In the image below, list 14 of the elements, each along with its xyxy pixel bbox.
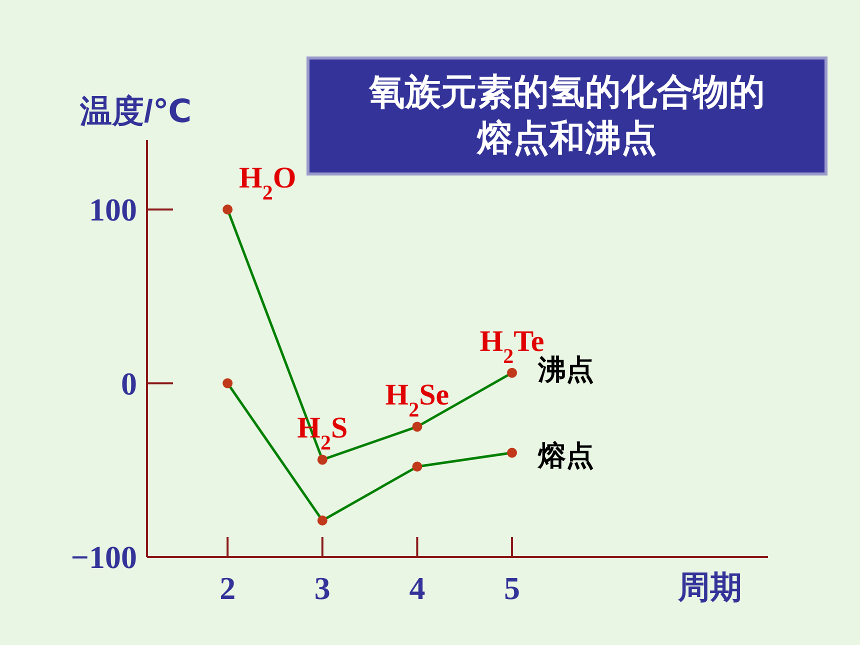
- x-axis-title: 周期: [677, 569, 742, 605]
- y-tick-label: 100: [89, 192, 137, 228]
- x-tick-label: 2: [220, 570, 236, 606]
- x-tick-label: 3: [314, 570, 330, 606]
- chart-title: 氧族元素的氢的化合物的熔点和沸点: [368, 71, 765, 158]
- x-tick-label: 4: [409, 570, 426, 606]
- annotation: H$_{2}$Se: [385, 378, 450, 422]
- x-tick-label: 5: [504, 570, 520, 606]
- annotation: H$_{2}$O: [238, 162, 296, 204]
- title: 氧族元素的氢的化合物的熔点和沸点: [306, 56, 828, 176]
- y-tick-label: 0: [121, 365, 137, 402]
- y-tick-label: −100: [70, 539, 137, 575]
- y-axis-title: 温度/℃: [79, 93, 192, 129]
- series-label: 熔点: [537, 440, 594, 471]
